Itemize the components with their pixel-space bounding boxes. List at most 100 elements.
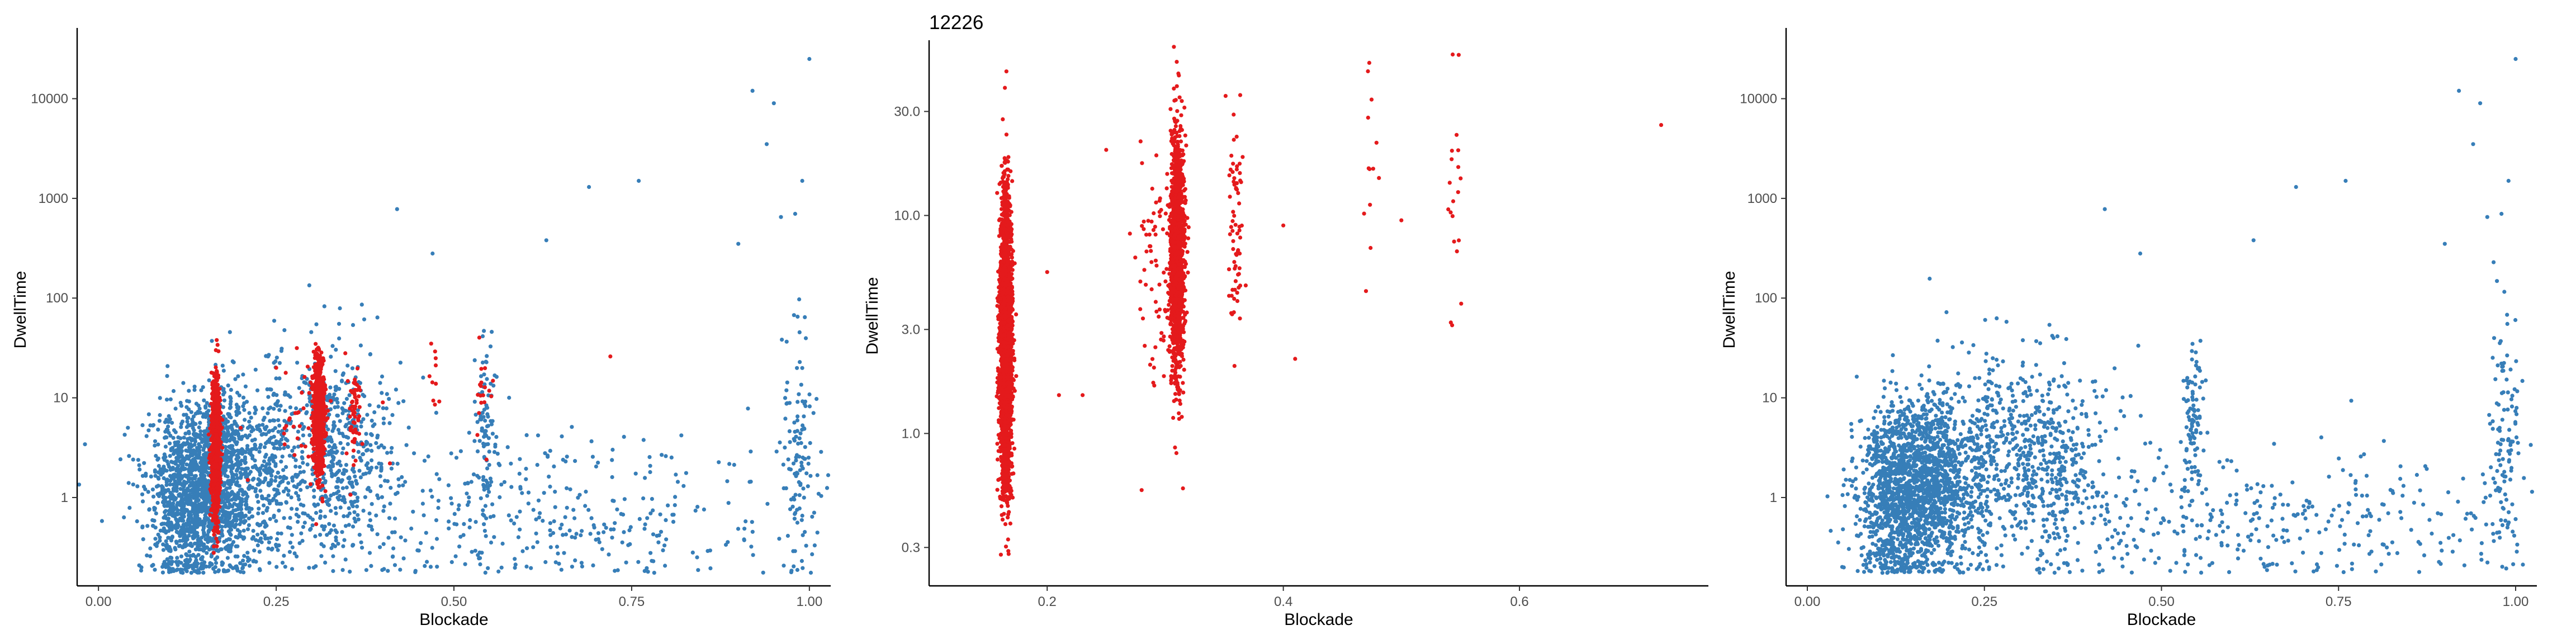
data-point xyxy=(652,571,656,575)
data-point xyxy=(333,424,337,428)
data-point xyxy=(498,495,502,500)
data-point xyxy=(140,492,145,496)
data-point xyxy=(255,532,260,537)
data-point xyxy=(195,490,200,495)
data-point xyxy=(477,335,482,340)
data-point xyxy=(235,440,239,444)
data-point xyxy=(482,400,487,405)
data-point xyxy=(187,429,191,434)
data-point xyxy=(413,570,418,574)
data-point xyxy=(178,400,183,405)
data-point xyxy=(580,564,584,569)
data-point xyxy=(211,566,216,571)
data-point xyxy=(345,379,350,383)
data-point xyxy=(340,568,345,572)
data-point xyxy=(154,484,159,489)
data-point xyxy=(480,551,484,555)
data-point xyxy=(572,516,577,520)
data-point xyxy=(751,553,755,557)
data-point xyxy=(517,471,522,476)
data-point xyxy=(342,401,347,405)
data-point xyxy=(241,395,246,400)
data-point xyxy=(193,433,197,438)
data-point xyxy=(153,542,158,547)
data-point xyxy=(295,507,299,512)
data-point xyxy=(812,543,817,548)
data-point xyxy=(100,519,104,523)
data-point xyxy=(335,400,340,405)
data-point xyxy=(305,403,309,408)
data-point xyxy=(215,540,220,544)
data-point xyxy=(156,470,160,475)
data-point xyxy=(196,466,200,471)
data-point xyxy=(717,460,721,465)
data-point xyxy=(216,349,221,353)
data-point xyxy=(289,495,293,500)
data-point xyxy=(494,435,499,439)
data-point xyxy=(483,504,488,508)
data-point xyxy=(797,297,802,302)
data-point xyxy=(277,508,281,513)
data-point xyxy=(663,564,667,568)
data-point xyxy=(314,510,319,515)
data-point xyxy=(488,515,493,519)
data-point xyxy=(397,484,401,488)
data-point xyxy=(286,493,291,497)
data-point xyxy=(310,439,315,444)
data-point xyxy=(290,476,295,480)
data-point xyxy=(311,404,315,409)
data-point xyxy=(467,495,471,500)
data-point xyxy=(260,496,264,500)
data-point xyxy=(560,434,564,439)
data-point xyxy=(492,450,497,454)
data-point xyxy=(520,549,525,553)
data-point xyxy=(190,437,195,441)
data-point xyxy=(192,511,197,516)
data-point xyxy=(436,499,441,503)
data-point xyxy=(290,411,294,416)
data-point xyxy=(803,530,807,534)
data-point xyxy=(181,381,186,385)
data-point xyxy=(453,554,458,558)
data-point xyxy=(524,564,529,569)
data-point xyxy=(196,481,201,485)
data-point xyxy=(214,372,219,377)
data-point xyxy=(244,466,249,471)
data-point xyxy=(573,536,577,540)
data-point xyxy=(380,391,384,395)
data-point xyxy=(750,520,754,524)
data-point xyxy=(784,339,789,344)
data-point xyxy=(267,462,272,466)
data-point xyxy=(205,428,209,433)
data-point xyxy=(240,499,244,504)
data-point xyxy=(656,540,661,544)
data-point xyxy=(229,460,234,464)
data-point xyxy=(281,468,286,472)
data-point xyxy=(244,506,249,511)
data-point xyxy=(297,424,302,428)
data-point xyxy=(187,389,191,393)
data-point xyxy=(208,561,212,566)
data-point xyxy=(793,493,798,497)
data-point xyxy=(228,395,233,399)
data-point xyxy=(242,528,246,533)
data-point xyxy=(365,413,370,417)
data-point xyxy=(234,508,238,513)
data-point xyxy=(390,530,395,534)
data-point xyxy=(261,530,265,534)
data-point xyxy=(342,434,346,438)
data-point xyxy=(490,330,494,334)
data-point xyxy=(799,441,803,446)
data-point xyxy=(315,479,319,484)
data-point xyxy=(226,430,230,434)
data-point xyxy=(159,468,163,472)
data-point xyxy=(335,405,340,409)
data-point xyxy=(198,492,203,496)
data-point xyxy=(170,560,174,564)
data-point xyxy=(369,432,373,437)
data-point xyxy=(220,524,224,529)
data-point xyxy=(189,472,193,477)
data-point xyxy=(610,536,614,540)
data-point xyxy=(496,569,501,574)
data-point xyxy=(241,372,245,377)
